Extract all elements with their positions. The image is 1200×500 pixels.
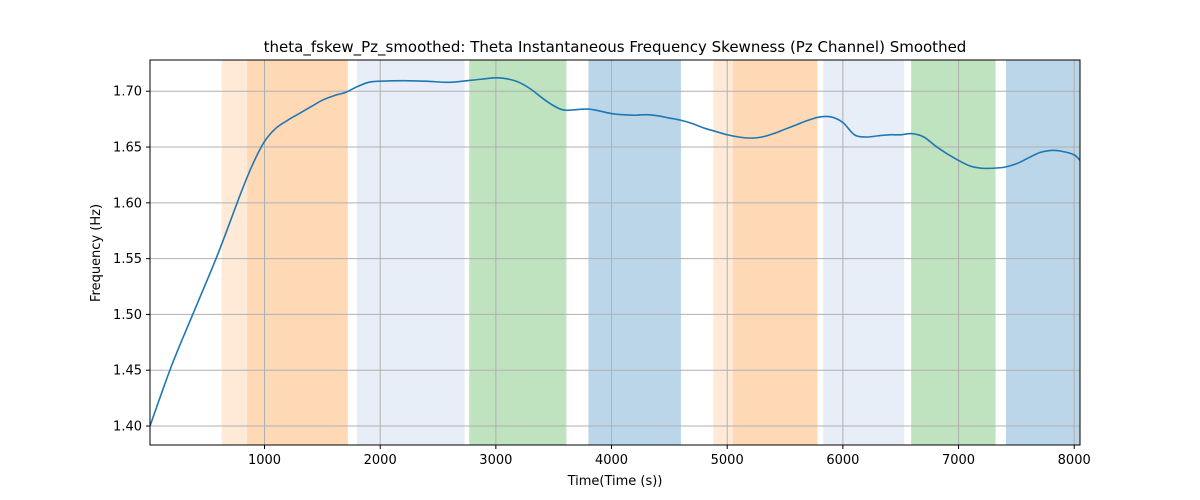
band-10 [1005, 60, 1080, 445]
band-1 [221, 60, 248, 445]
shaded-bands [221, 60, 1080, 445]
y-tick-label: 1.40 [113, 420, 142, 435]
x-axis-label: Time(Time (s)) [567, 474, 663, 489]
x-tick-label: 2000 [364, 453, 397, 468]
band-3 [357, 60, 465, 445]
band-4 [469, 60, 567, 445]
band-6 [713, 60, 733, 445]
x-tick-label: 4000 [595, 453, 628, 468]
y-tick-label: 1.60 [113, 196, 142, 211]
band-5 [588, 60, 681, 445]
x-axis-ticks: 1000 2000 3000 4000 5000 6000 7000 8000 [248, 445, 1091, 468]
x-tick-label: 1000 [248, 453, 281, 468]
y-tick-label: 1.70 [113, 85, 142, 100]
plot-frame [149, 59, 1081, 446]
y-tick-label: 1.55 [113, 252, 142, 267]
series-layer [149, 77, 1081, 427]
band-2 [247, 60, 348, 445]
grid-lines [150, 60, 1080, 445]
x-tick-label: 7000 [942, 453, 975, 468]
series-line-1 [149, 77, 1081, 427]
band-8 [823, 60, 905, 445]
y-tick-label: 1.50 [113, 308, 142, 323]
x-tick-label: 6000 [826, 453, 859, 468]
y-tick-label: 1.45 [113, 364, 142, 379]
x-tick-label: 5000 [711, 453, 744, 468]
x-tick-label: 8000 [1058, 453, 1091, 468]
y-axis-ticks: 1.40 1.45 1.50 1.55 1.60 1.65 1.70 [113, 85, 150, 435]
y-tick-label: 1.65 [113, 141, 142, 156]
chart-title: theta_fskew_Pz_smoothed: Theta Instantan… [264, 38, 967, 57]
band-7 [732, 60, 818, 445]
band-9 [911, 60, 996, 445]
x-tick-label: 3000 [479, 453, 512, 468]
y-axis-label: Frequency (Hz) [89, 204, 104, 302]
